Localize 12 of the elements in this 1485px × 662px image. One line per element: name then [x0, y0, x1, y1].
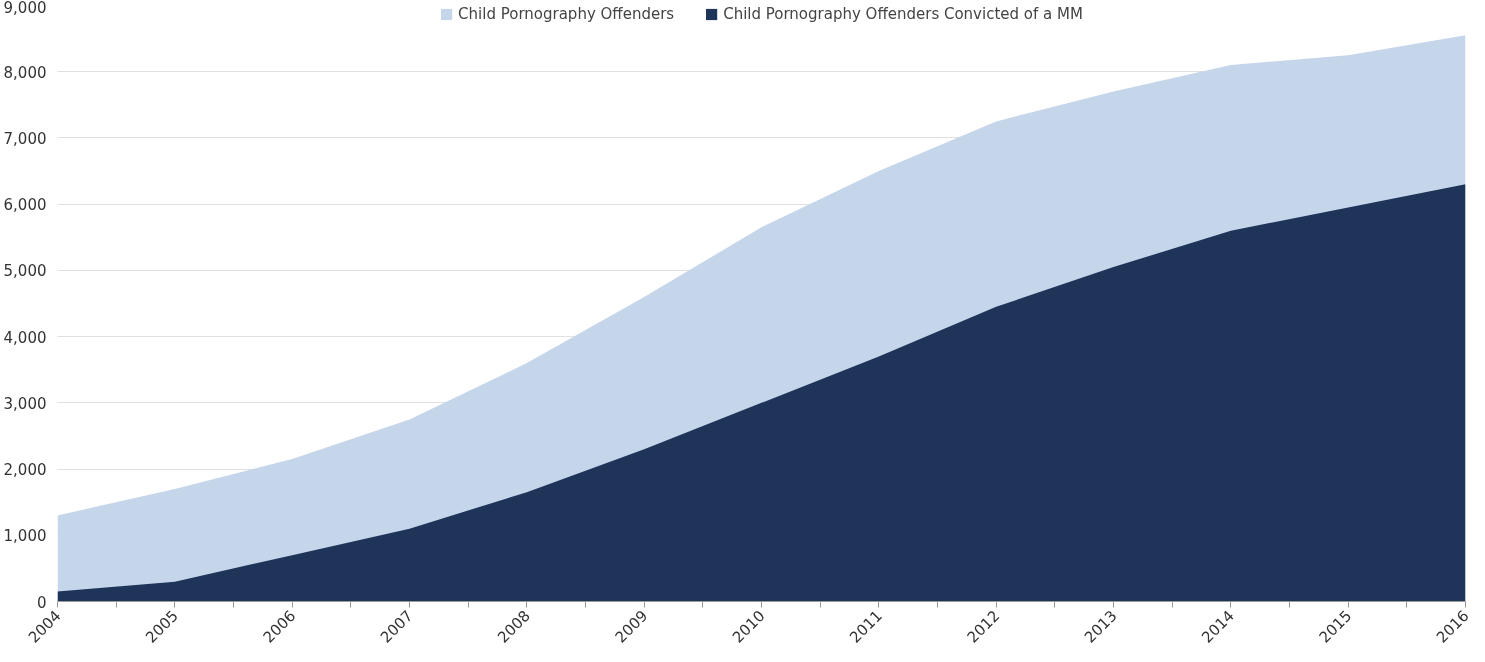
y-tick-label: 6,000 — [3, 196, 47, 215]
y-tick-label: 0 — [36, 593, 47, 612]
y-tick-label: 3,000 — [3, 394, 47, 413]
y-tick-label: 2,000 — [3, 461, 47, 480]
y-tick-label: 9,000 — [3, 0, 47, 17]
y-tick-label: 8,000 — [3, 63, 47, 82]
legend-label: Child Pornography Offenders — [458, 5, 675, 23]
y-tick-label: 4,000 — [3, 328, 47, 347]
y-tick-label: 1,000 — [3, 527, 47, 546]
y-tick-label: 5,000 — [3, 262, 47, 281]
y-tick-label: 7,000 — [3, 129, 47, 148]
legend-label: Child Pornography Offenders Convicted of a MM — [723, 5, 1083, 23]
